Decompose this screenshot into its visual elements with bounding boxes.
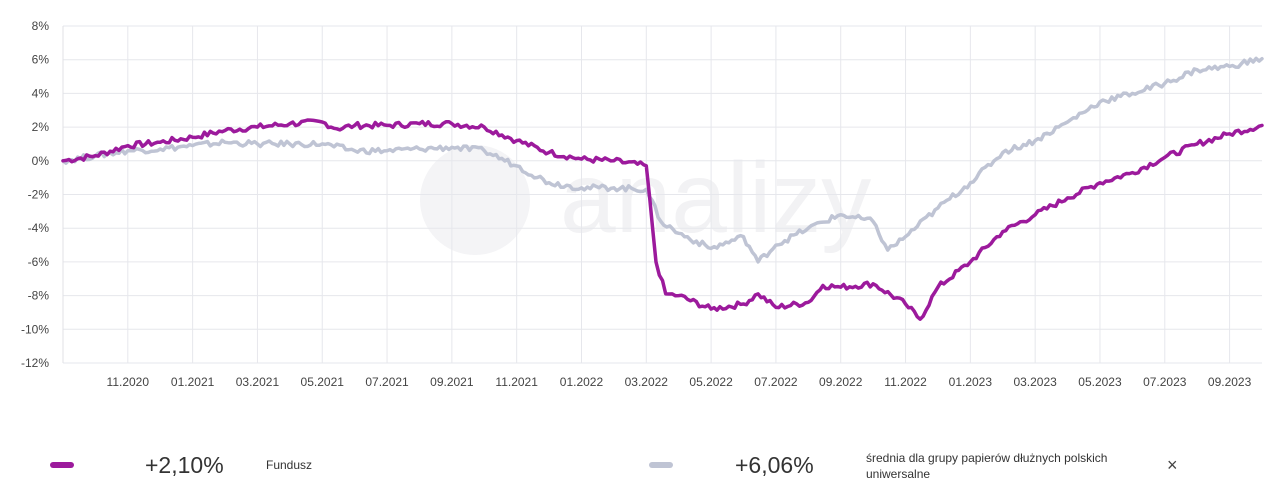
chart-series	[61, 56, 1264, 321]
x-tick-label: 09.2021	[430, 375, 474, 389]
y-tick-label: 6%	[32, 53, 50, 67]
x-tick-label: 09.2023	[1208, 375, 1252, 389]
x-tick-label: 01.2023	[949, 375, 993, 389]
group-legend-swatch[interactable]	[649, 462, 673, 468]
y-tick-label: -4%	[28, 221, 50, 235]
fund-legend-swatch[interactable]	[50, 462, 74, 468]
x-tick-label: 03.2022	[625, 375, 669, 389]
chart-grid	[62, 25, 1262, 364]
y-tick-label: -2%	[28, 188, 50, 202]
x-axis: 11.2020 01.2021 03.2021 05.2021 07.2021 09.20…	[107, 375, 1252, 389]
fund-return-value: +2,10%	[145, 452, 224, 478]
analizy-watermark: analizy	[420, 142, 871, 255]
y-tick-label: -12%	[21, 356, 49, 370]
y-tick-label: 2%	[32, 120, 50, 134]
y-tick-label: 8%	[32, 19, 50, 33]
x-tick-label: 05.2021	[301, 375, 345, 389]
x-tick-label: 03.2021	[236, 375, 280, 389]
fund-series-line	[61, 118, 1264, 321]
close-icon[interactable]: ×	[1167, 455, 1178, 475]
y-tick-label: -10%	[21, 322, 49, 336]
x-tick-label: 09.2022	[819, 375, 863, 389]
y-tick-label: -8%	[28, 289, 50, 303]
x-tick-label: 07.2022	[754, 375, 798, 389]
x-tick-label: 11.2021	[495, 375, 538, 389]
y-tick-label: -6%	[28, 255, 50, 269]
x-tick-label: 03.2023	[1013, 375, 1057, 389]
group-legend-label: średnia dla grupy papierów dłużnych pols…	[866, 451, 1108, 481]
y-axis: 8% 6% 4% 2% 0% -2% -4% -6% -8% -10% -12%	[21, 19, 49, 370]
x-tick-label: 07.2023	[1143, 375, 1187, 389]
x-tick-label: 11.2020	[107, 375, 150, 389]
y-tick-label: 0%	[32, 154, 50, 168]
x-tick-label: 07.2021	[365, 375, 409, 389]
x-tick-label: 11.2022	[884, 375, 927, 389]
x-tick-label: 01.2021	[171, 375, 215, 389]
group-average-series-line	[61, 56, 1264, 264]
x-tick-label: 01.2022	[560, 375, 604, 389]
fund-legend-label: Fundusz	[266, 458, 313, 472]
x-tick-label: 05.2022	[689, 375, 733, 389]
y-tick-label: 4%	[32, 86, 50, 100]
line-chart: analizy 8% 6% 4% 2% 0% -2% -4% -6% -8% -10% -12% 1…	[21, 19, 1264, 389]
group-return-value: +6,06%	[735, 452, 814, 478]
watermark-logo	[420, 145, 530, 255]
x-tick-label: 05.2023	[1078, 375, 1122, 389]
